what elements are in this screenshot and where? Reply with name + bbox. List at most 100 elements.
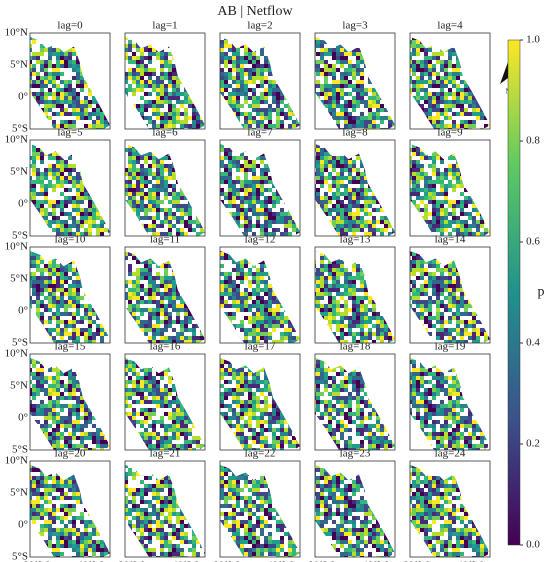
panel-title: lag=1 [152,20,177,32]
map-panel: lag=8 [314,127,396,237]
figure-title: AB | Netflow [217,4,293,19]
map-panel: lag=23 80°W 40°W [308,448,396,562]
panel-frame [124,353,206,451]
panel-frame [314,32,396,130]
lon-label: 40°W [457,560,483,562]
panel-title: lag=15 [55,341,86,353]
lat-label: 0° [18,305,28,317]
panel-title: lag=3 [342,20,368,32]
lat-label: 5°S [12,551,28,562]
panel-frame [124,246,206,344]
panel-title: lag=8 [342,127,368,139]
colorbar-tick-label: 0.2 [526,438,540,450]
map-panel: lag=13 [314,234,396,344]
panel-title: lag=21 [150,448,181,460]
lat-label: 10°N [5,241,28,253]
panel-frame [124,139,206,237]
panel-title: lag=13 [340,234,371,246]
map-panel: lag=3 [314,20,396,130]
lon-label: 40°W [362,560,388,562]
land-texture [315,250,395,343]
panel-frame [219,139,301,237]
map-panel: lag=7 [219,127,301,237]
panel-frame [409,460,491,558]
panel-frame [314,139,396,237]
panel-title: lag=11 [150,234,180,246]
colorbar-tick-label: 0.8 [526,135,540,147]
lat-label: 0° [18,198,28,210]
panel-title: lag=4 [437,20,463,32]
panel-frame [29,32,111,130]
land-texture [30,143,110,236]
panel-frame [219,353,301,451]
land-texture [220,36,300,130]
map-panel: lag=24 80°W 40°W [403,448,491,562]
map-panel: lag=18 [314,341,396,451]
land-texture [410,36,490,130]
panel-title: lag=9 [437,127,463,139]
panel-title: lag=14 [435,234,466,246]
lon-label: 40°W [77,560,103,562]
map-panel: lag=0 10°N 5°N 0° 5°S [5,20,111,135]
panel-title: lag=22 [245,448,276,460]
map-panel: lag=22 80°W 40°W [213,448,301,562]
lat-label: 5°N [10,59,28,71]
land-texture [220,464,300,557]
panel-frame [409,246,491,344]
map-panel: lag=19 [409,341,491,451]
land-texture [410,143,490,236]
panel-frame [409,32,491,130]
lat-label: 10°N [5,455,28,467]
land-texture [125,250,205,343]
map-panel: lag=10 10°N 5°N 0° 5°S [5,234,111,349]
map-panel: lag=9 [409,127,491,237]
panel-title: lag=7 [247,127,273,139]
lon-label: 80°W [213,560,239,562]
lat-label: 5°N [10,380,28,392]
map-panel: lag=1 [124,20,206,130]
land-texture [410,464,490,557]
map-panel: lag=2 [219,20,301,130]
panel-frame [219,32,301,130]
lat-label: 5°S [12,337,28,349]
lat-label: 10°N [5,27,28,39]
colorbar-tick-label: 0.4 [526,337,540,349]
lat-label: 5°S [12,123,28,135]
map-panel: lag=20 10°N 5°N 0° 5°S80°W 40°W [5,448,111,562]
lat-label: 0° [18,519,28,531]
panel-frame [409,139,491,237]
panel-title: lag=12 [245,234,276,246]
land-texture [125,357,205,450]
panel-frame [219,460,301,558]
land-texture [30,36,110,130]
map-panel: lag=6 [124,127,206,237]
panel-title: lag=0 [57,20,83,32]
lon-label: 40°W [172,560,198,562]
panel-frame [314,460,396,558]
colorbar-tick-label: 0.6 [526,236,540,248]
lat-label: 10°N [5,348,28,360]
panel-frame [29,353,111,451]
panel-title: lag=19 [435,341,466,353]
lon-label: 80°W [23,560,49,562]
land-texture [125,36,205,130]
panel-title: lag=10 [55,234,86,246]
land-texture [410,250,490,343]
land-texture [410,357,490,450]
land-texture [315,143,395,236]
lon-label: 40°W [267,560,293,562]
lon-label: 80°W [403,560,429,562]
colorbar-tick-label: 0.0 [526,539,540,551]
panel-frame [124,32,206,130]
map-panel: lag=16 [124,341,206,451]
map-panel: lag=5 10°N 5°N 0° 5°S [5,127,111,242]
panel-frame [314,353,396,451]
panel-title: lag=20 [55,448,86,460]
land-texture [315,464,395,557]
map-panel: lag=11 [124,234,206,344]
lat-label: 5°S [12,230,28,242]
land-texture [125,464,205,557]
lat-label: 0° [18,91,28,103]
panel-title: lag=16 [150,341,181,353]
